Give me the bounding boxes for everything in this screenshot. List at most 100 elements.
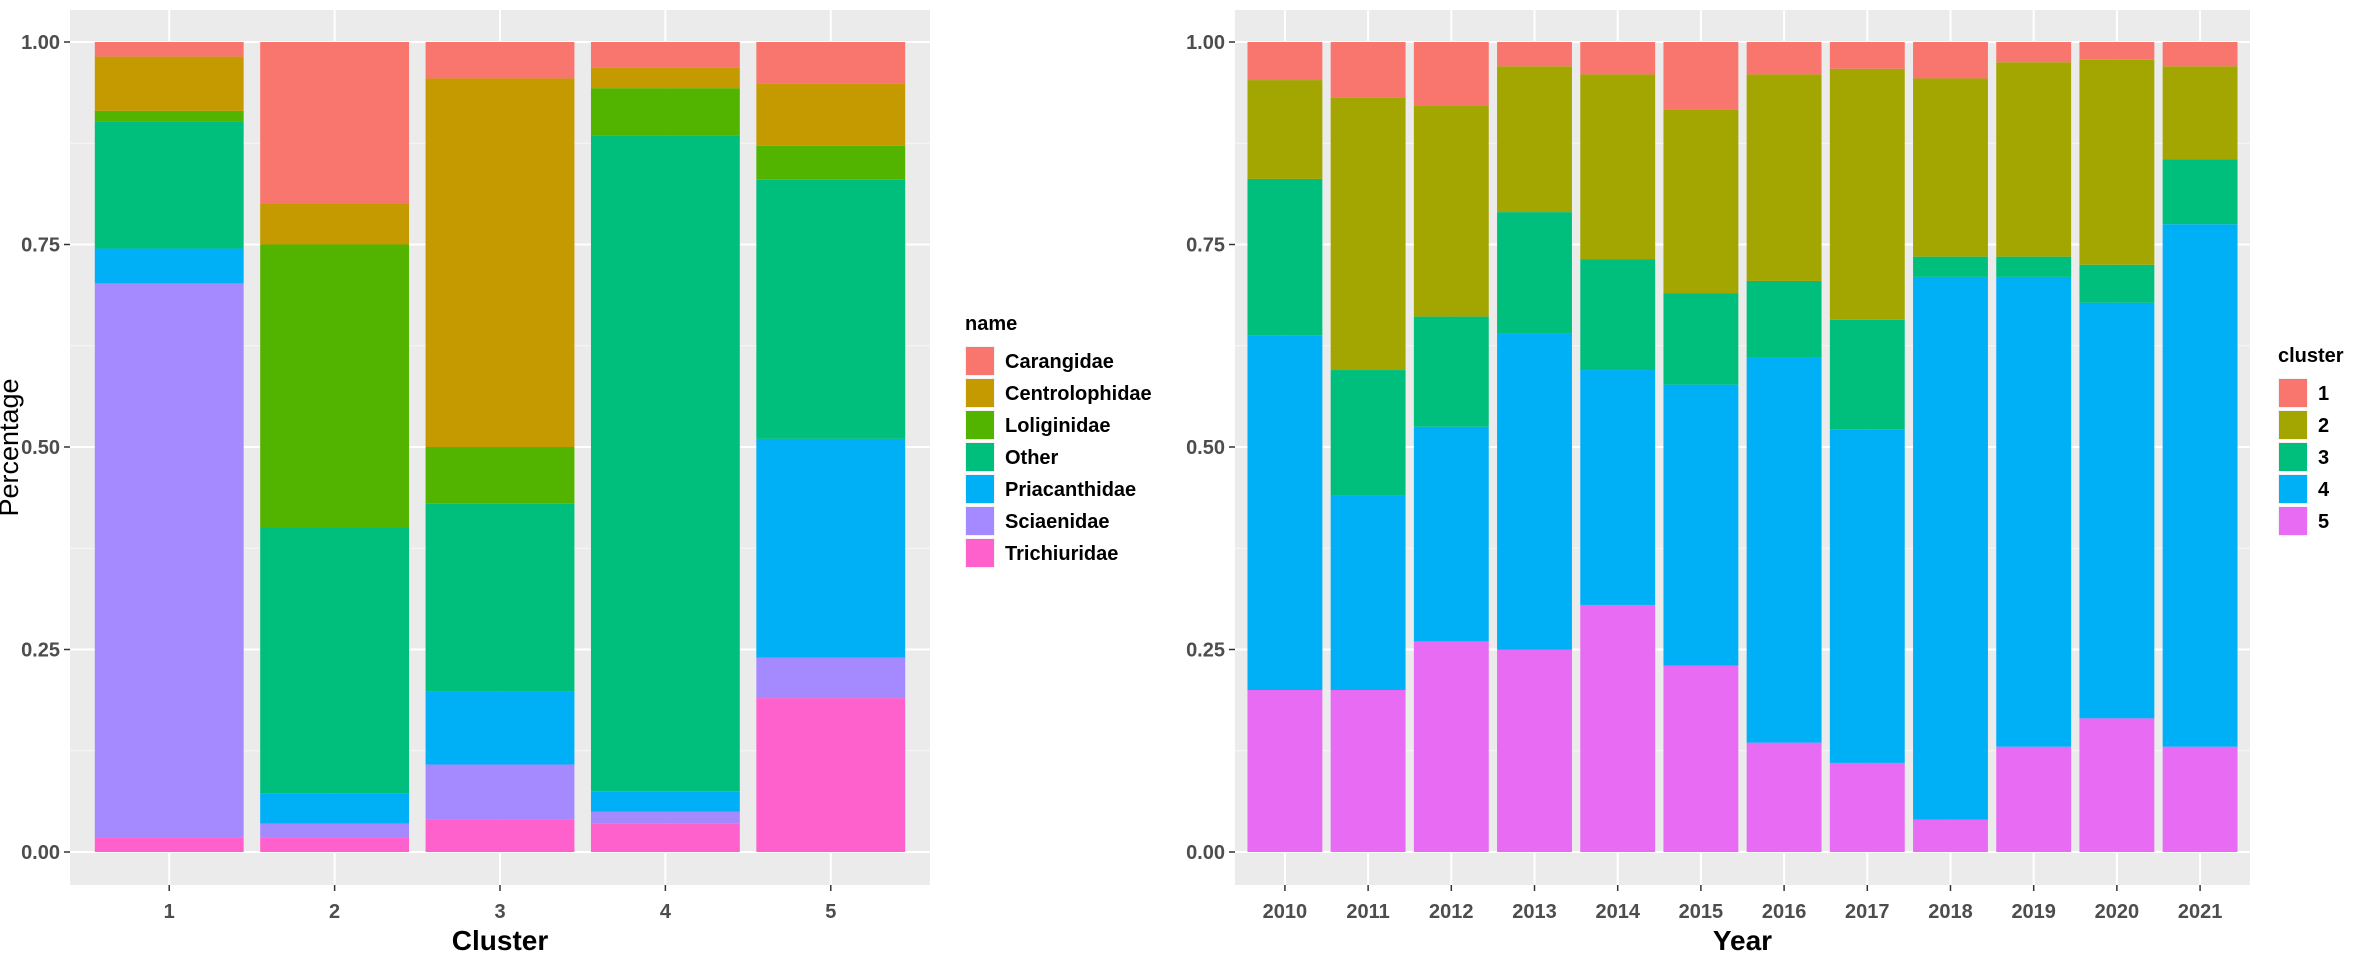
bar-segment-5-2010	[1247, 690, 1323, 852]
bar-segment-centrolophidae-4	[590, 67, 740, 89]
x-tick-label: 2013	[1512, 901, 1557, 923]
bar-segment-2-2014	[1580, 74, 1656, 260]
x-tick-label: 2017	[1845, 901, 1890, 923]
cluster-chart-legend: name Carangidae Centrolophidae Loliginidae O…	[965, 313, 1152, 568]
y-tick-label: 0.50	[1186, 437, 1225, 459]
bar-segment-sciaenidae-5	[756, 657, 906, 699]
legend-label-4: 4	[2318, 479, 2330, 501]
x-tick-label: 2015	[1679, 901, 1724, 923]
bar-segment-trichiuridae-3	[425, 819, 575, 852]
bar-segment-4-2012	[1413, 426, 1489, 642]
legend-swatch-4	[2279, 475, 2307, 503]
bar-segment-trichiuridae-1	[94, 837, 244, 852]
bar-segment-1-2018	[1913, 42, 1988, 79]
legend-swatch-other	[966, 443, 994, 471]
legend-label-loliginidae: Loliginidae	[1005, 415, 1111, 437]
bar-segment-2-2020	[2079, 59, 2155, 265]
bar-segment-trichiuridae-4	[590, 823, 740, 852]
x-tick-label: 4	[660, 901, 672, 923]
y-tick-label: 0.00	[1186, 842, 1225, 864]
bar-segment-3-2020	[2079, 264, 2155, 303]
bar-segment-carangidae-3	[425, 42, 575, 79]
bar-segment-3-2012	[1413, 316, 1489, 427]
bar-segment-centrolophidae-3	[425, 78, 575, 447]
legend-label-centrolophidae: Centrolophidae	[1005, 383, 1152, 405]
bar-segment-3-2013	[1497, 212, 1572, 334]
y-tick-label: 0.75	[21, 235, 60, 257]
bar-segment-carangidae-5	[756, 42, 906, 84]
x-tick-label: 2010	[1263, 901, 1308, 923]
bar-segment-other-3	[425, 503, 575, 692]
bar-segment-1-2017	[1829, 42, 1905, 69]
bar-segment-other-4	[590, 135, 740, 792]
x-axis-title: Year	[1713, 925, 1772, 956]
legend-swatch-3	[2279, 443, 2307, 471]
bar-segment-1-2021	[2162, 42, 2238, 67]
bar-segment-carangidae-1	[94, 42, 244, 57]
year-chart: 0.00 0.25 0.50 0.75 1.00 2010 2011 2012 2013 2014…	[1186, 10, 2344, 956]
x-tick-label: 5	[825, 901, 836, 923]
bar-segment-loliginidae-3	[425, 447, 575, 504]
bar-segment-4-2010	[1247, 335, 1323, 690]
bar-segment-2-2013	[1497, 66, 1572, 213]
bar-segment-3-2014	[1580, 259, 1656, 371]
x-tick-label: 2021	[2178, 901, 2223, 923]
y-tick-label: 1.00	[1186, 32, 1225, 54]
bar-segment-4-2018	[1913, 276, 1988, 820]
bar-segment-1-2013	[1497, 42, 1572, 67]
bar-segment-sciaenidae-3	[425, 764, 575, 820]
legend-swatch-trichiuridae	[966, 539, 994, 567]
bar-segment-3-2021	[2162, 159, 2238, 225]
bar-segment-1-2020	[2079, 42, 2155, 60]
bar-segment-priacanthidae-5	[756, 438, 906, 658]
bar-segment-4-2011	[1330, 495, 1406, 690]
x-tick-label: 2016	[1762, 901, 1807, 923]
bar-segment-5-2021	[2162, 746, 2238, 852]
bar-segment-centrolophidae-1	[94, 56, 244, 111]
bar-segment-1-2015	[1663, 42, 1739, 110]
bar-segment-trichiuridae-2	[260, 837, 410, 852]
bar-segment-1-2014	[1580, 42, 1656, 75]
bar-segment-4-2020	[2079, 302, 2155, 719]
bar-segment-sciaenidae-2	[260, 823, 410, 838]
bar-segment-sciaenidae-1	[94, 283, 244, 838]
legend-swatch-2	[2279, 411, 2307, 439]
bar-segment-1-2016	[1746, 42, 1822, 75]
legend-swatch-1	[2279, 379, 2307, 407]
y-tick-label: 1.00	[21, 32, 60, 54]
bar-segment-priacanthidae-1	[94, 248, 244, 284]
bar-segment-5-2018	[1913, 819, 1988, 852]
legend-swatch-sciaenidae	[966, 507, 994, 535]
bar-segment-loliginidae-2	[260, 244, 410, 528]
bar-segment-2-2012	[1413, 105, 1489, 317]
bar-segment-4-2019	[1996, 276, 2072, 747]
x-tick-label: 2011	[1346, 901, 1389, 923]
x-tick-label: 2019	[2011, 901, 2056, 923]
legend-label-1: 1	[2318, 383, 2329, 405]
bar-segment-1-2019	[1996, 42, 2072, 63]
bar-segment-priacanthidae-4	[590, 791, 740, 812]
legend-label-trichiuridae: Trichiuridae	[1005, 543, 1118, 565]
bar-segment-2-2018	[1913, 78, 1988, 257]
bar-segment-2-2011	[1330, 97, 1406, 371]
bar-segment-5-2020	[2079, 718, 2155, 852]
x-tick-label: 2012	[1429, 901, 1474, 923]
bar-segment-2-2016	[1746, 74, 1822, 281]
bar-segment-1-2010	[1247, 42, 1323, 81]
bar-segment-4-2014	[1580, 370, 1656, 605]
bar-segment-4-2016	[1746, 357, 1822, 743]
x-tick-label: 3	[494, 901, 505, 923]
bar-segment-2-2010	[1247, 80, 1323, 179]
bar-segment-3-2015	[1663, 293, 1739, 385]
x-tick-label: 2018	[1928, 901, 1973, 923]
bar-segment-5-2019	[1996, 746, 2072, 852]
bar-segment-1-2012	[1413, 42, 1489, 106]
bar-segment-1-2011	[1330, 42, 1406, 98]
bar-segment-2-2021	[2162, 66, 2238, 160]
bar-segment-3-2011	[1330, 370, 1406, 496]
x-tick-label: 2	[329, 901, 340, 923]
bar-segment-5-2012	[1413, 641, 1489, 852]
y-tick-label: 0.75	[1186, 235, 1225, 257]
x-tick-label: 2020	[2095, 901, 2140, 923]
